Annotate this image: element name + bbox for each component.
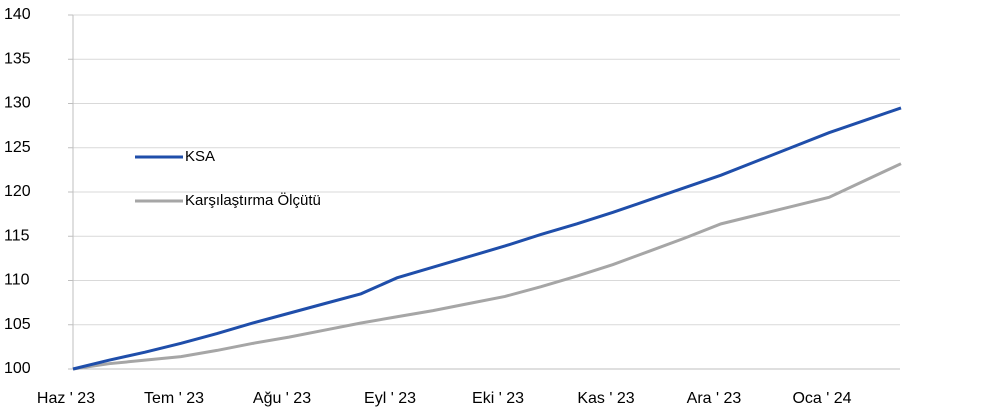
legend-label: KSA: [185, 148, 215, 165]
series-line: [72, 106, 902, 371]
legend-label: Karşılaştırma Ölçütü: [185, 191, 321, 209]
x-tick-label: Ara ' 23: [687, 390, 742, 407]
series-line: [72, 162, 902, 371]
y-tick-label: 110: [4, 272, 30, 289]
x-tick-label: Eyl ' 23: [364, 390, 416, 407]
x-tick-label: Oca ' 24: [792, 390, 851, 407]
x-tick-label: Eki ' 23: [472, 390, 524, 407]
x-tick-label: Haz ' 23: [37, 390, 95, 407]
x-tick-label: Ağu ' 23: [253, 390, 311, 407]
y-tick-label: 130: [4, 95, 31, 112]
x-tick-label: Tem ' 23: [144, 390, 204, 407]
y-tick-label: 105: [4, 316, 31, 333]
x-tick-label: Kas ' 23: [577, 390, 634, 407]
y-tick-label: 115: [4, 227, 30, 244]
y-tick-label: 120: [4, 183, 31, 200]
y-tick-label: 100: [4, 360, 31, 377]
y-tick-label: 135: [4, 50, 31, 67]
y-tick-label: 140: [4, 6, 31, 23]
y-tick-label: 125: [4, 139, 31, 156]
